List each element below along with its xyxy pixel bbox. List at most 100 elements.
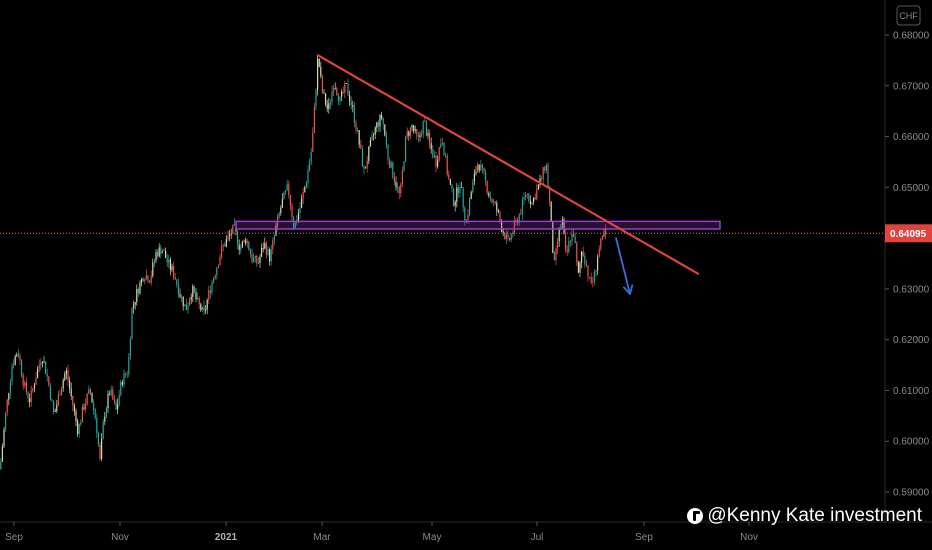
candle-body — [489, 196, 491, 200]
candle-body — [40, 363, 42, 365]
descending-trendline — [316, 54, 700, 275]
currency-badge-box — [896, 5, 921, 26]
candle-body — [349, 95, 351, 102]
candle-body — [123, 373, 125, 385]
candle-body — [581, 251, 583, 263]
candle-body — [219, 256, 221, 266]
forecast-arrow-head — [622, 284, 634, 295]
candle-body — [561, 219, 563, 226]
candle-body — [433, 155, 435, 158]
candle-body — [603, 234, 605, 236]
candle-body — [99, 444, 101, 459]
candle-body — [288, 184, 290, 196]
candle-body — [101, 438, 103, 459]
candle-body — [347, 83, 349, 96]
candle-body — [62, 380, 64, 389]
candle-body — [501, 221, 503, 232]
candle-body — [281, 198, 283, 208]
candle-body — [454, 201, 456, 206]
candle-body — [579, 262, 581, 273]
candle-body — [573, 233, 575, 238]
candle-body — [411, 125, 413, 128]
candle-body — [512, 232, 514, 235]
candle-body — [56, 404, 58, 412]
candle-body — [502, 231, 504, 233]
candle-body — [187, 305, 189, 311]
candle-body — [587, 265, 589, 277]
candle-body — [453, 188, 455, 206]
candle-body — [593, 272, 595, 282]
candle-body — [208, 290, 210, 301]
candle-body — [16, 354, 18, 357]
candle-body — [499, 212, 501, 222]
candle-body — [144, 279, 146, 282]
candle-body — [406, 131, 408, 137]
y-tick-label: 0.67000 — [893, 81, 930, 92]
candle-body — [69, 380, 71, 389]
candle-body — [174, 276, 176, 280]
candle-body — [133, 304, 135, 308]
candle-body — [141, 278, 143, 283]
candle-body — [440, 143, 442, 148]
candle-body — [557, 241, 559, 249]
candle-body — [233, 223, 235, 225]
candle-body — [227, 235, 229, 240]
candle-body — [205, 309, 207, 311]
candle-body — [189, 299, 191, 306]
candle-body — [267, 249, 269, 255]
candle-body — [576, 243, 578, 263]
candle-body — [147, 275, 149, 282]
candle-body — [389, 159, 391, 168]
candle-body — [211, 282, 213, 293]
candle-body — [125, 373, 127, 375]
candle-body — [566, 249, 568, 252]
candle-body — [200, 304, 202, 311]
candle-body — [57, 394, 59, 405]
candle-body — [118, 395, 120, 404]
candle-body — [53, 400, 55, 413]
candle-body — [46, 373, 48, 377]
candle-body — [35, 377, 37, 386]
candle-body — [136, 289, 138, 303]
candle-body — [177, 284, 179, 295]
candle-body — [475, 171, 477, 174]
candle-body — [333, 88, 335, 92]
candle-body — [237, 231, 239, 245]
candle-body — [195, 292, 197, 299]
candle-body — [328, 103, 330, 109]
candle-body — [478, 164, 480, 171]
candle-body — [563, 219, 565, 234]
currency-badge[interactable]: CHF — [896, 5, 921, 26]
candle-body — [334, 88, 336, 90]
candle-body — [59, 394, 61, 396]
candle-body — [142, 278, 144, 282]
candle-body — [550, 201, 552, 222]
candle-body — [457, 187, 459, 193]
candle-body — [592, 281, 594, 283]
candle-body — [315, 89, 317, 107]
candle-body — [163, 250, 165, 252]
candle-body — [449, 179, 451, 185]
candle-body — [243, 239, 245, 242]
current-price-badge — [885, 224, 932, 243]
candle-body — [89, 389, 91, 393]
candle-body — [395, 182, 397, 188]
candle-body — [401, 170, 403, 185]
candle-body — [307, 170, 309, 183]
candle-body — [222, 244, 224, 246]
candle-body — [353, 106, 355, 123]
candle-body — [256, 255, 258, 264]
candle-body — [283, 192, 285, 199]
x-tick-label: May — [423, 532, 442, 543]
x-axis: Sep Nov 2021 Mar May Jul Sep Nov — [5, 522, 758, 543]
candle-body — [341, 91, 343, 97]
candle-body — [78, 424, 80, 435]
candle-body — [363, 166, 365, 169]
candle-body — [64, 373, 66, 381]
candle-body — [590, 277, 592, 283]
candle-body — [558, 228, 560, 242]
currency-label: CHF — [899, 11, 918, 21]
candle-body — [259, 256, 261, 263]
candle-body — [248, 241, 250, 250]
